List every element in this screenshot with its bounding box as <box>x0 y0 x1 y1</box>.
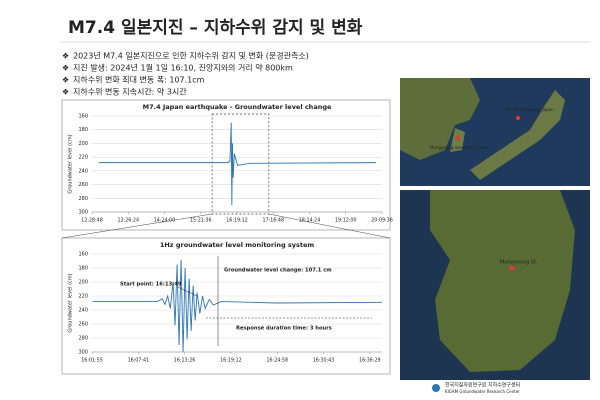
x-tick-label: 16:01:55 <box>81 358 103 364</box>
x-tick-label: 17:16:48 <box>262 218 284 224</box>
annotation: Response duration time: 3 hours <box>236 326 332 332</box>
slide-title: M7.4 일본지진 – 지하수위 감지 및 변화 <box>68 18 363 38</box>
bullet: 지하수위 변동 지속시간: 약 3시간 <box>73 87 187 97</box>
y-tick-label: 180 <box>78 266 88 272</box>
map-land <box>470 90 565 180</box>
zoom-box <box>211 113 270 215</box>
y-tick-label: 220 <box>78 294 88 300</box>
y-tick-label: 300 <box>78 350 88 356</box>
x-tick-label: 14:24:00 <box>154 218 176 224</box>
bullet: 지하수위 변화 최대 변동 폭: 107.1cm <box>73 75 205 85</box>
bullet-icon: ❖ <box>62 64 69 73</box>
map-marker <box>456 136 460 140</box>
annotation: Start point: 16:13:49 <box>120 282 182 288</box>
footer-logo <box>432 384 440 392</box>
chart-title: M7.4 Japan earthquake - Groundwater leve… <box>143 103 332 111</box>
y-tick-label: 280 <box>78 336 88 342</box>
y-tick-label: 240 <box>78 308 88 314</box>
map-label: Mungyeong St. <box>500 260 538 266</box>
footer: 한국지질자원연구원 지하수연구센터 KIGAM Groundwater Rese… <box>432 382 520 394</box>
x-tick-label: 16:13:26 <box>174 358 196 364</box>
chart-title: 1Hz groundwater level monitoring system <box>160 241 315 249</box>
footer-org: 한국지질자원연구원 지하수연구센터 <box>445 382 520 389</box>
bullet-icon: ❖ <box>62 52 69 61</box>
map-land <box>400 78 480 160</box>
map-label: Mungyeong observation well <box>430 145 488 150</box>
data-line <box>99 122 376 206</box>
y-tick-label: 160 <box>78 114 88 120</box>
x-tick-label: 15:21:36 <box>190 218 212 224</box>
bullet: 2023년 M7.4 일본지진으로 인한 지하수위 감지 및 변화 (문경관측소… <box>73 51 309 61</box>
map-marker <box>509 265 515 271</box>
y-tick-label: 200 <box>78 141 88 147</box>
map-land <box>450 128 465 152</box>
bullet-icon: ❖ <box>62 88 69 97</box>
x-tick-label: 18:14:24 <box>299 218 321 224</box>
map-label: M7.4 Earthquake, Japan <box>506 107 554 112</box>
x-tick-label: 13:26:24 <box>117 218 139 224</box>
x-tick-label: 16:36:29 <box>359 358 381 364</box>
x-tick-label: 19:12:00 <box>335 218 357 224</box>
y-tick-label: 180 <box>78 127 88 133</box>
x-tick-label: 16:19:12 <box>220 358 242 364</box>
zoom-link <box>61 213 213 239</box>
chart-frame <box>61 237 391 375</box>
data-line <box>92 259 383 353</box>
zoom-link <box>268 213 391 239</box>
x-tick-label: 16:19:12 <box>226 218 248 224</box>
y-tick-label: 200 <box>78 280 88 286</box>
y-tick-label: 280 <box>78 196 88 202</box>
footer-org-en: KIGAM Groundwater Research Center <box>445 389 520 394</box>
map-marker <box>516 116 520 120</box>
y-axis-label: Groundwater level (cm) <box>68 273 74 332</box>
bullet: 지진 발생: 2024년 1월 1일 16:10, 진앙지와의 거리 약 800… <box>73 63 293 73</box>
y-tick-label: 160 <box>78 252 88 258</box>
y-axis-label: Groundwater level (cm) <box>68 134 74 193</box>
y-tick-label: 260 <box>78 182 88 188</box>
bullet-icon: ❖ <box>62 76 69 85</box>
y-tick-label: 300 <box>78 210 88 216</box>
y-tick-label: 260 <box>78 322 88 328</box>
chart-frame <box>61 99 391 231</box>
annotation: Groundwater level change: 107.1 cm <box>224 268 332 274</box>
bullets: ❖ 2023년 M7.4 일본지진으로 인한 지하수위 감지 및 변화 (문경관… <box>62 51 309 97</box>
y-tick-label: 240 <box>78 168 88 174</box>
y-tick-label: 220 <box>78 155 88 161</box>
map-bottom: Mungyeong St. <box>400 190 590 380</box>
x-tick-label: 16:07:41 <box>128 358 150 364</box>
map-land <box>430 190 575 372</box>
annotation-arrow <box>177 286 198 297</box>
x-tick-label: 16:24:58 <box>266 358 288 364</box>
x-tick-label: 20:09:36 <box>371 218 393 224</box>
map-top: Mungyeong observation well M7.4 Earthqua… <box>400 78 590 186</box>
x-tick-label: 16:30:43 <box>313 358 335 364</box>
x-tick-label: 12:28:48 <box>81 218 103 224</box>
